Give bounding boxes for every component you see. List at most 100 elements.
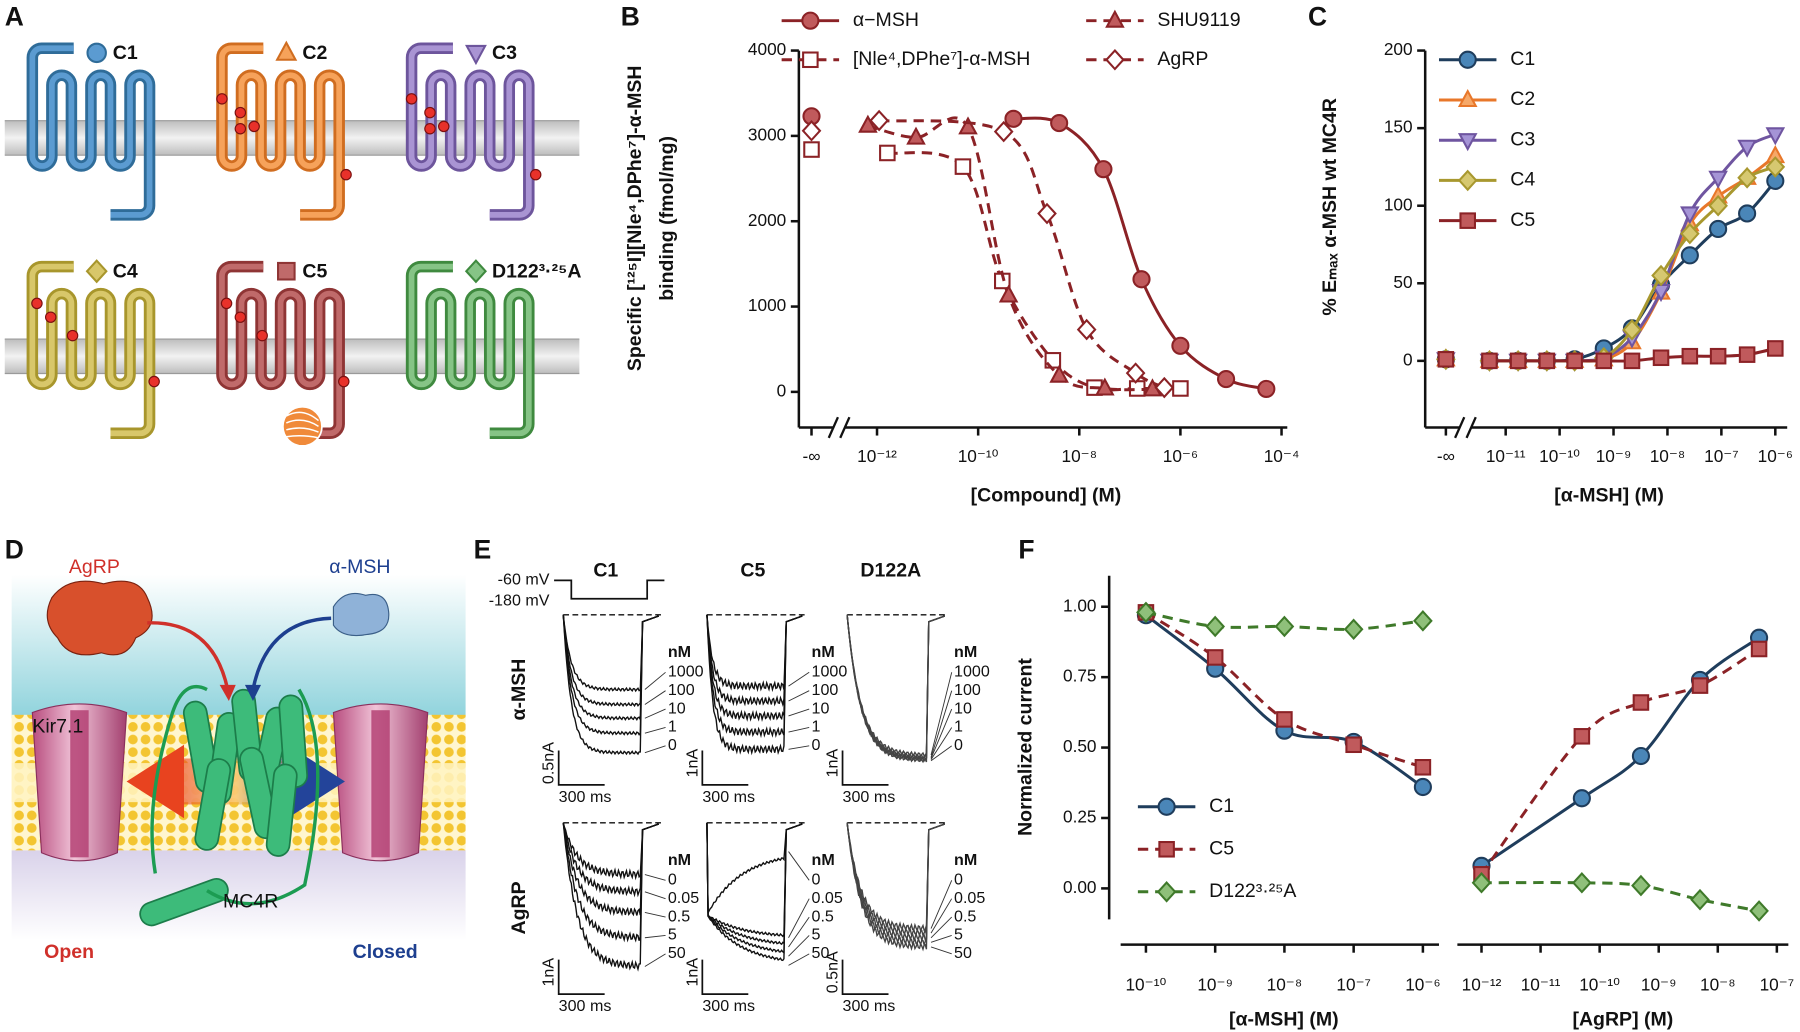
current-trace (562, 614, 659, 756)
mutation-dot (340, 168, 352, 181)
legend-label: D122³·²⁵A (1209, 880, 1296, 902)
current-trace (846, 614, 946, 760)
marker (1343, 618, 1364, 641)
marker (879, 144, 896, 162)
dose-label: 10 (954, 699, 972, 717)
current-trace (706, 614, 803, 756)
marker (1172, 380, 1189, 397)
series-line (1480, 636, 1760, 868)
scale-current: 1nA (683, 958, 701, 987)
voltage-label: -60 mV (498, 571, 550, 589)
marker (1765, 127, 1786, 146)
marker (1681, 347, 1699, 365)
dose-leader (788, 745, 810, 750)
dose-label: 0 (668, 871, 677, 889)
agrp-blob (46, 580, 153, 656)
marker (1205, 615, 1226, 638)
y-axis-label: Normalized current (1015, 658, 1037, 836)
marker (1595, 352, 1613, 370)
y-axis-label: % Eₘₐₓ α-MSH wt MC4R (1319, 98, 1341, 316)
dose-leader (644, 690, 666, 705)
panel-label: D (5, 535, 24, 565)
receptor-body (29, 263, 153, 437)
marker (464, 259, 487, 284)
marker (958, 116, 978, 135)
ball-stripe (286, 419, 319, 427)
marker (906, 126, 926, 145)
marker (1414, 759, 1432, 776)
receptor-body (408, 45, 532, 218)
ball-stripe (286, 435, 319, 439)
construct-label: C5 (302, 261, 327, 283)
scale-bar (841, 750, 889, 786)
dose-label: 1000 (954, 663, 990, 681)
current-trace (562, 822, 659, 917)
legend-label: AgRP (1157, 48, 1208, 70)
mutation-dot (438, 120, 450, 133)
dose-leader (788, 690, 810, 702)
y-axis-label: Specific [¹²⁵I][Nle⁴,DPhe⁷]-α-MSH (624, 66, 646, 372)
current-trace (562, 822, 659, 972)
dose-leader (930, 672, 953, 756)
y-tick-label: 0.00 (1063, 877, 1097, 897)
dose-label: 0.5 (812, 907, 834, 925)
marker (869, 109, 889, 132)
y-tick-label: 50 (1393, 272, 1412, 292)
current-trace (562, 614, 659, 736)
dose-label: 0.5 (954, 907, 976, 925)
axis-break (1454, 416, 1466, 439)
x-tick-label: 10⁻⁹ (1197, 975, 1233, 995)
dose-label: 0.5 (668, 907, 690, 925)
y-tick-label: 4000 (748, 39, 786, 59)
marker (1274, 615, 1295, 638)
x-tick-label: 10⁻⁸ (1267, 975, 1303, 995)
x-tick-label: 10⁻⁹ (1596, 446, 1632, 466)
channel-pore (371, 710, 390, 858)
scale-current: 1nA (683, 749, 701, 778)
marker (1206, 649, 1224, 666)
x-tick-label: 10⁻⁶ (1405, 975, 1440, 995)
scale-current: 0.5nA (540, 742, 558, 784)
current-trace (846, 614, 946, 763)
current-trace (706, 822, 803, 955)
marker (993, 120, 1014, 143)
dose-leader (788, 727, 810, 733)
dose-label: 0 (954, 736, 963, 754)
ball-stripe (285, 411, 319, 422)
x-axis-label: [Compound] (M) (971, 485, 1122, 507)
unit-label: nM (812, 851, 835, 869)
dose-label: 1 (668, 718, 677, 736)
series-line (1013, 116, 1267, 391)
marker (85, 259, 108, 284)
unit-label: nM (954, 851, 977, 869)
dose-leader (644, 953, 666, 967)
marker (1738, 204, 1757, 223)
current-trace (846, 614, 946, 764)
marker (1216, 370, 1236, 389)
dose-leader (930, 898, 953, 934)
marker (1132, 270, 1151, 289)
marker (1750, 640, 1768, 658)
column-label: D122A (860, 559, 921, 581)
y-tick-label: 200 (1384, 39, 1413, 59)
current-trace (846, 822, 946, 952)
axis-break-gap (833, 422, 845, 433)
current-trace (706, 614, 803, 707)
marker (802, 51, 819, 69)
marker (275, 40, 298, 61)
x-tick-label: 10⁻¹² (1462, 975, 1502, 995)
legend-label: SHU9119 (1157, 9, 1240, 31)
receptor-body (29, 45, 153, 218)
x-tick-label: 10⁻¹¹ (1521, 975, 1561, 995)
panel-label: B (621, 1, 640, 31)
dose-label: 10 (812, 699, 830, 717)
agrp-arrow (147, 621, 230, 690)
marker (1632, 694, 1650, 711)
marker (1709, 219, 1728, 239)
marker (954, 158, 972, 175)
marker (1651, 264, 1671, 287)
mutation-dot (529, 168, 542, 181)
marker (1105, 9, 1125, 28)
current-trace (846, 822, 946, 948)
